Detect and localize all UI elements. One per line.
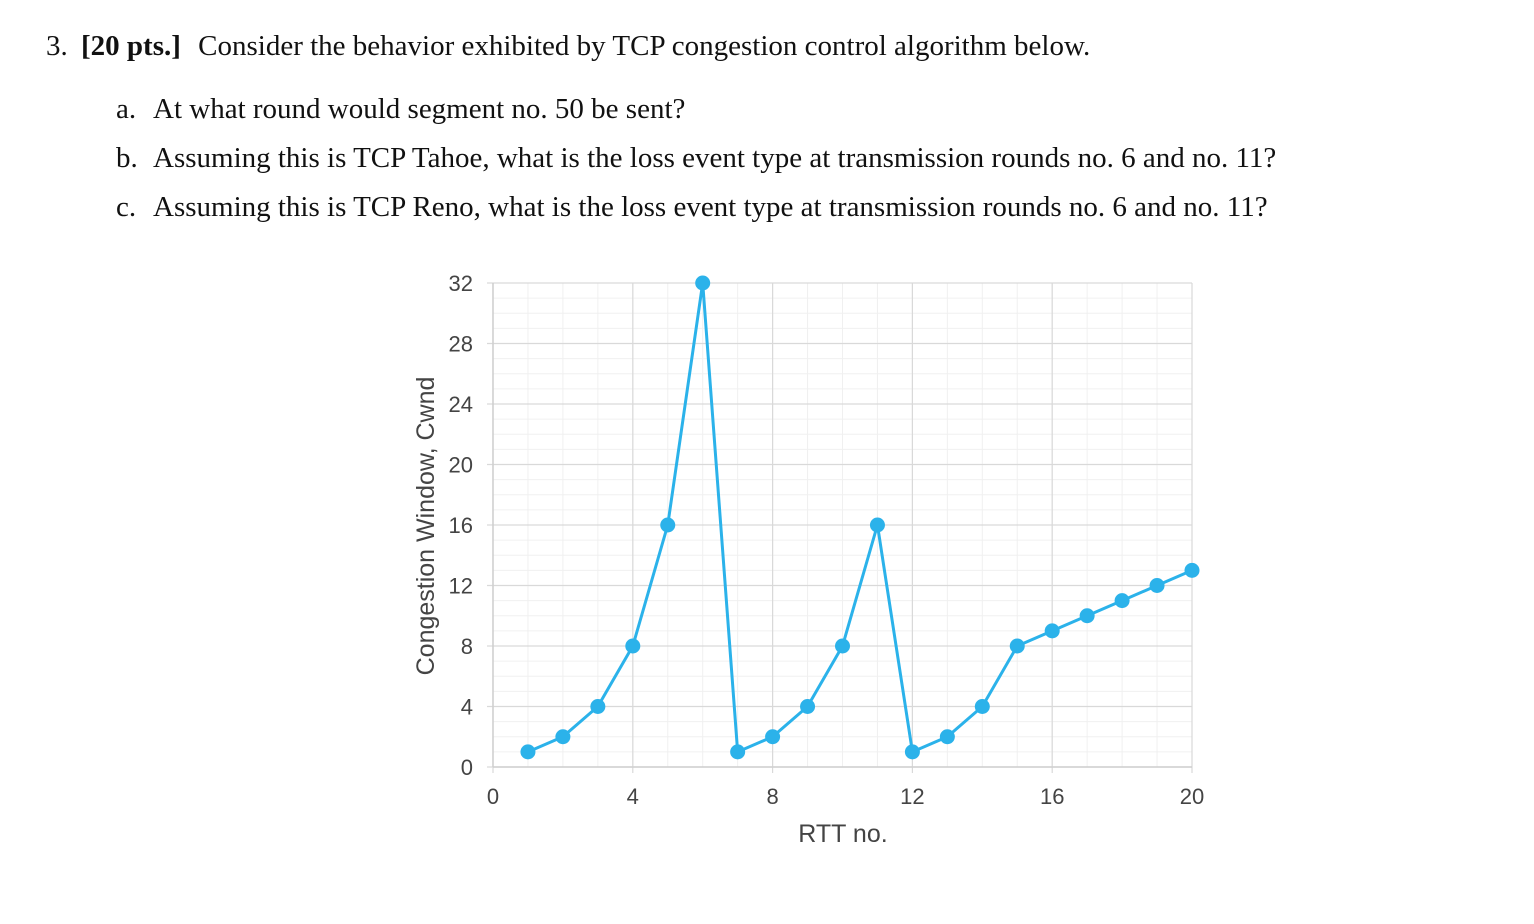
x-axis-tick-labels: 0 4 8 12 16 20 <box>487 784 1204 809</box>
data-point <box>765 729 781 745</box>
data-point <box>695 275 711 291</box>
subquestion-c: c. Assuming this is TCP Reno, what is the… <box>116 187 1268 227</box>
subquestion-text: Assuming this is TCP Tahoe, what is the … <box>153 142 1277 174</box>
subquestion-text: Assuming this is TCP Reno, what is the l… <box>153 191 1268 223</box>
series-line <box>527 281 1193 754</box>
subquestion-letter: c. <box>116 191 137 223</box>
subquestion-text: At what round would segment no. 50 be se… <box>153 93 686 125</box>
data-point <box>1149 578 1165 593</box>
subquestion-letter: a. <box>116 93 137 125</box>
data-point <box>1184 562 1200 578</box>
x-tick-label: 0 <box>487 784 499 809</box>
y-tick-label: 4 <box>461 695 473 720</box>
question-heading: 3. [20 pts.] Consider the behavior exhib… <box>46 26 1090 66</box>
subquestion-letter: b. <box>116 142 138 174</box>
data-point <box>730 744 746 760</box>
data-point <box>660 517 676 533</box>
y-tick-label: 28 <box>449 332 473 357</box>
data-point <box>520 744 536 760</box>
question-number: 3. <box>46 30 68 62</box>
y-tick-label: 20 <box>449 453 473 478</box>
y-tick-label: 32 <box>449 271 473 296</box>
x-tick-label: 16 <box>1040 784 1064 809</box>
cwnd-series <box>520 275 1200 760</box>
x-tick-label: 20 <box>1180 784 1204 809</box>
y-tick-label: 0 <box>461 755 473 780</box>
y-tick-label: 8 <box>461 634 473 659</box>
data-point <box>590 699 606 714</box>
x-tick-label: 8 <box>766 784 778 809</box>
major-gridlines <box>487 282 1193 773</box>
question-points: [20 pts.] <box>81 30 181 62</box>
data-point <box>555 729 571 745</box>
data-point <box>1044 623 1060 639</box>
data-point <box>625 638 641 654</box>
y-tick-label: 24 <box>449 392 473 417</box>
y-tick-label: 12 <box>449 574 473 599</box>
y-axis-tick-labels: 0 4 8 12 16 20 24 28 32 <box>449 271 473 780</box>
question-text: Consider the behavior exhibited by TCP c… <box>198 30 1091 62</box>
data-point <box>904 744 920 760</box>
x-tick-label: 4 <box>627 784 639 809</box>
data-point <box>1114 593 1130 609</box>
data-point <box>835 638 850 654</box>
y-tick-label: 16 <box>449 513 473 538</box>
data-point <box>974 699 990 714</box>
x-axis-title: RTT no. <box>798 820 887 848</box>
x-tick-label: 12 <box>900 784 924 809</box>
data-point <box>1009 638 1025 654</box>
y-axis-title: Congestion Window, Cwnd <box>412 377 440 676</box>
data-point <box>800 699 816 714</box>
data-point <box>869 517 885 533</box>
subquestion-b: b. Assuming this is TCP Tahoe, what is th… <box>116 138 1276 178</box>
data-point <box>939 729 955 745</box>
subquestion-a: a. At what round would segment no. 50 be … <box>116 89 685 129</box>
data-point <box>1079 608 1095 624</box>
